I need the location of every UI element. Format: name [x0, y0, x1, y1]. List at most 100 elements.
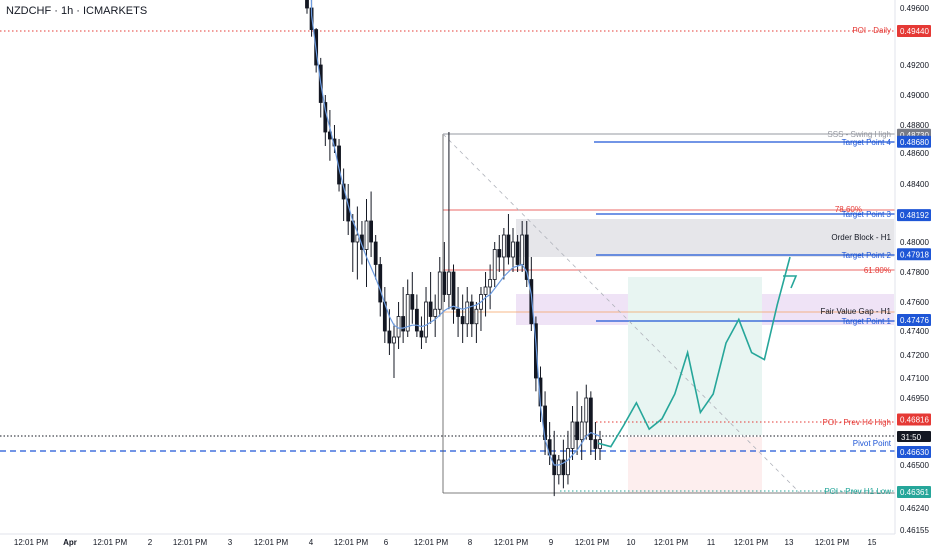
moving-average-line	[310, 0, 601, 466]
y-tick-label: 0.49200	[900, 61, 929, 70]
candle-body	[442, 271, 447, 295]
x-tick-label: 12:01 PM	[173, 538, 208, 547]
candle-body	[488, 279, 493, 288]
label-poi-h1-low: POI - Prev H1 Low	[824, 487, 891, 496]
x-tick-label: 12:01 PM	[14, 538, 49, 547]
x-tick-label: 12:01 PM	[494, 538, 529, 547]
label-target-2: Target Point 2	[842, 251, 892, 260]
candle-body	[414, 308, 419, 332]
label-target-3: Target Point 3	[842, 210, 892, 219]
y-tick-label: 0.46500	[900, 461, 929, 470]
badge-target-3: 0.48192	[900, 211, 929, 220]
label-fib-618: 61.80%	[864, 266, 891, 275]
y-tick-label: 0.47600	[900, 298, 929, 307]
candle-body	[570, 421, 575, 449]
projection-arrowhead	[783, 275, 798, 289]
candle-body	[424, 301, 428, 338]
x-tick-label: 12:01 PM	[575, 538, 610, 547]
candle-body	[387, 330, 392, 344]
badge-target-1: 0.47476	[900, 316, 929, 325]
candle-body	[561, 459, 566, 476]
candle-body	[584, 397, 589, 423]
label-fvg: Fair Value Gap - H1	[820, 307, 891, 316]
label-pivot: Pivot Point	[853, 439, 892, 448]
candle-body	[305, 0, 309, 9]
target-zone	[628, 277, 762, 435]
candle-body	[451, 271, 456, 310]
stop-zone	[628, 437, 762, 493]
label-target-1: Target Point 1	[842, 317, 892, 326]
candle-body	[474, 308, 479, 325]
candle-body	[575, 421, 580, 441]
y-tick-label: 0.48400	[900, 180, 929, 189]
badge-pivot: 0.46630	[900, 448, 929, 457]
candle-body	[556, 459, 561, 476]
y-tick-label: 0.47800	[900, 268, 929, 277]
candle-body	[392, 336, 396, 344]
candle-body	[520, 234, 525, 265]
y-tick-label: 0.49000	[900, 91, 929, 100]
candle-body	[524, 234, 529, 280]
x-tick-label: 12:01 PM	[254, 538, 289, 547]
badge-target-1-bg	[897, 313, 931, 326]
x-tick-label: 13	[785, 538, 794, 547]
y-tick-label: 0.47200	[900, 351, 929, 360]
x-tick-label: 2	[148, 538, 153, 547]
candle-body	[355, 234, 360, 243]
candle-body	[369, 220, 373, 243]
y-tick-label: 0.47100	[900, 374, 929, 383]
x-tick-label: 6	[384, 538, 389, 547]
countdown-label: 31:50	[901, 433, 922, 442]
candle-body	[437, 271, 442, 310]
badge-target-4: 0.48680	[900, 138, 929, 147]
candle-body	[492, 249, 497, 280]
y-tick-label: 0.47400	[900, 327, 929, 336]
x-tick-label: 12:01 PM	[93, 538, 128, 547]
y-tick-label: 0.48000	[900, 238, 929, 247]
x-tick-label: 9	[549, 538, 554, 547]
x-tick-label: 3	[228, 538, 233, 547]
label-order-block: Order Block - H1	[831, 233, 891, 242]
countdown-bg	[897, 431, 931, 442]
candle-body	[405, 294, 410, 332]
candle-body	[337, 145, 341, 185]
y-tick-label: 0.46155	[900, 526, 929, 535]
candle-body	[373, 241, 378, 265]
candle-body	[433, 308, 438, 317]
label-fib-786: 78.60%	[835, 205, 862, 214]
badge-pivot-bg	[897, 446, 931, 458]
x-tick-label: 4	[309, 538, 314, 547]
candle-body	[401, 316, 406, 332]
x-tick-label: 12:01 PM	[334, 538, 369, 547]
candle-body	[378, 264, 383, 303]
y-tick-label: 0.46240	[900, 504, 929, 513]
x-tick-label: 12:01 PM	[414, 538, 449, 547]
badge-target-3-bg	[897, 209, 931, 222]
candle-body	[419, 330, 424, 338]
badge-poi-h1-low-bg	[897, 486, 931, 498]
candle-body	[579, 421, 584, 441]
candle-body	[447, 271, 451, 295]
x-tick-label: 12:01 PM	[654, 538, 689, 547]
x-tick-label: 8	[468, 538, 473, 547]
candle-body	[469, 301, 474, 325]
label-poi-daily: POI - Daily	[852, 26, 891, 35]
candle-body	[529, 279, 534, 325]
candle-body	[465, 301, 470, 325]
badge-swing-high: 0.48730	[900, 131, 929, 140]
candle-body	[588, 397, 593, 441]
badge-target-2: 0.47918	[900, 250, 929, 259]
candle-body	[428, 301, 433, 317]
candle-body	[460, 316, 465, 325]
label-swing-high: SSS - Swing High	[827, 130, 891, 139]
x-tick-label: Apr	[63, 538, 77, 547]
candle-body	[456, 308, 460, 317]
y-tick-label: 0.48800	[900, 121, 929, 130]
badge-poi-h4-high: 0.46816	[900, 415, 929, 424]
badge-target-2-bg	[897, 248, 931, 261]
order-block-zone	[516, 219, 894, 257]
x-tick-label: 12:01 PM	[815, 538, 850, 547]
candle-body	[497, 249, 502, 258]
